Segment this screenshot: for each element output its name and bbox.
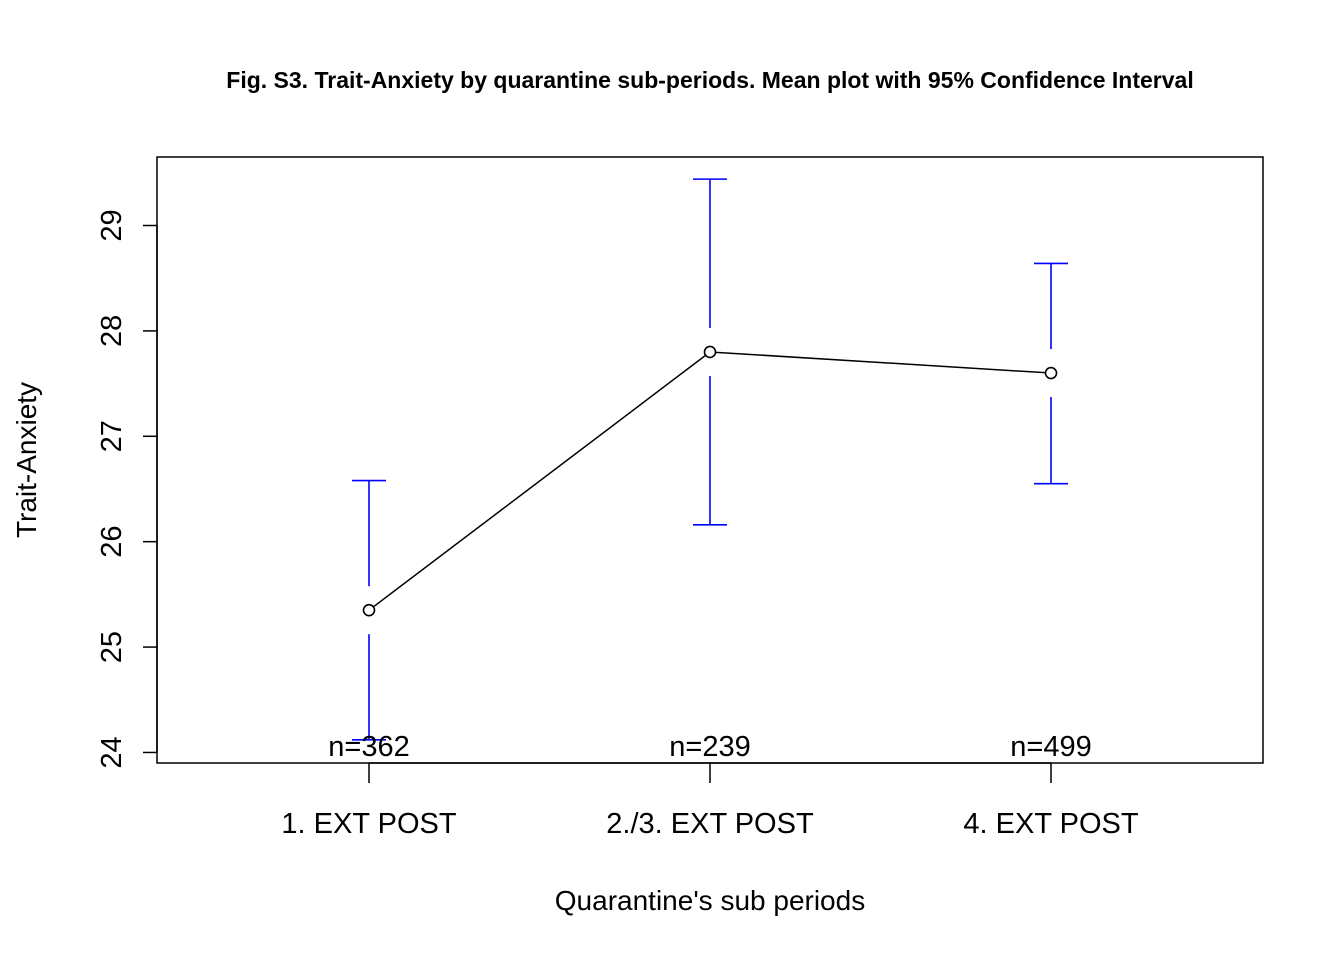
- x-tick-label: 2./3. EXT POST: [606, 808, 814, 840]
- y-axis: 24 25 26 27 28 29: [96, 209, 158, 769]
- x-axis-title: Quarantine's sub periods: [555, 885, 865, 916]
- n-label: n=362: [328, 731, 409, 763]
- y-axis-title: Trait-Anxiety: [11, 382, 42, 538]
- mean-point: [1044, 366, 1058, 380]
- x-axis: 1. EXT POST 2./3. EXT POST 4. EXT POST: [281, 762, 1139, 840]
- mean-point: [703, 345, 717, 359]
- error-bars: [352, 178, 1068, 741]
- y-tick-label: 27: [96, 420, 128, 452]
- y-tick-label: 25: [96, 631, 128, 663]
- mean-point: [362, 603, 376, 617]
- y-tick-label: 29: [96, 209, 128, 241]
- y-tick-label: 28: [96, 315, 128, 347]
- y-tick-label: 26: [96, 526, 128, 558]
- sample-size-labels: n=362 n=239 n=499: [328, 731, 1091, 763]
- n-label: n=239: [669, 731, 750, 763]
- n-label: n=499: [1010, 731, 1091, 763]
- mean-points: [362, 345, 1058, 617]
- x-tick-label: 1. EXT POST: [281, 808, 456, 840]
- y-tick-label: 24: [96, 736, 128, 768]
- x-tick-label: 4. EXT POST: [963, 808, 1138, 840]
- chart-title: Fig. S3. Trait-Anxiety by quarantine sub…: [226, 67, 1193, 93]
